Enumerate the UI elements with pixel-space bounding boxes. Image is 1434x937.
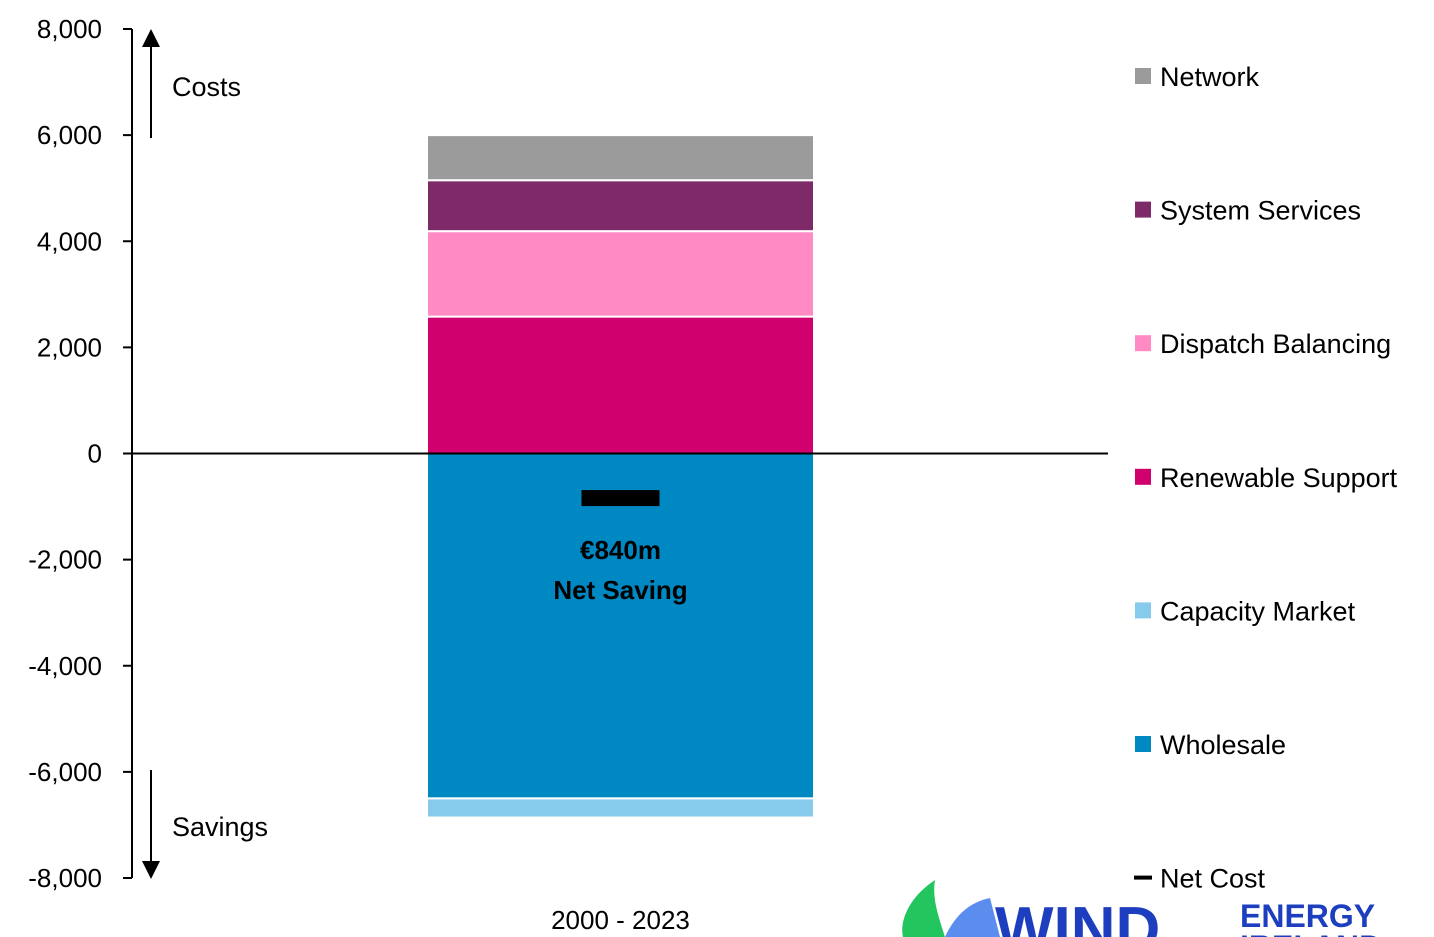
logo-leaf-blue [945,898,1000,937]
net-saving-text: Net Saving [553,575,687,605]
legend-swatch-capacity-market [1135,602,1151,618]
y-axis-ticks: -8,000 -6,000 -4,000 -2,000 0 2,000 4,000 6,000… [28,14,132,893]
legend-label-net-cost: Net Cost [1160,864,1266,894]
bar-segment-network [427,135,814,180]
x-category-label: 2000 - 2023 [551,905,690,935]
legend-swatch-wholesale [1135,736,1151,752]
costs-label: Costs [172,72,241,102]
y-tick-label: 6,000 [37,120,102,150]
net-cost-marker-group [582,490,660,506]
y-tick-label: -6,000 [28,757,102,787]
y-tick-label: 8,000 [37,14,102,44]
wind-energy-ireland-logo: WIND ENERGY IRELAND [902,880,1382,937]
y-tick-label: -8,000 [28,863,102,893]
legend-label-network: Network [1160,62,1260,92]
bar-segment-system-services [427,180,814,231]
legend-label-dispatch-balancing: Dispatch Balancing [1160,329,1391,359]
legend-swatch-net-cost [1134,876,1152,880]
bar-segment-capacity-market [427,798,814,817]
legend-label-renewable-support: Renewable Support [1160,463,1398,493]
bar-segment-dispatch-balancing [427,231,814,316]
logo-leaf-green [902,880,945,937]
legend-swatch-system-services [1135,202,1151,218]
costs-arrow-head [142,29,160,47]
svg-text:IRELAND: IRELAND [1240,929,1382,937]
legend-swatch-renewable-support [1135,469,1151,485]
y-tick-label: 2,000 [37,332,102,362]
legend: Network System Services Dispatch Balancing… [1134,62,1398,894]
legend-label-system-services: System Services [1160,196,1361,226]
legend-label-wholesale: Wholesale [1160,730,1286,760]
net-saving-amount: €840m [580,535,661,565]
y-tick-label: 4,000 [37,226,102,256]
y-tick-label: -2,000 [28,545,102,575]
legend-label-capacity-market: Capacity Market [1160,596,1356,626]
y-tick-label: 0 [88,439,102,469]
savings-arrow-head [142,861,160,879]
stacked-bars [427,135,814,817]
net-cost-marker [582,490,660,506]
savings-label: Savings [172,812,268,842]
svg-text:WIND: WIND [995,895,1160,937]
legend-swatch-dispatch-balancing [1135,335,1151,351]
bar-segment-renewable-support [427,317,814,454]
legend-swatch-network [1135,68,1151,84]
y-tick-label: -4,000 [28,651,102,681]
